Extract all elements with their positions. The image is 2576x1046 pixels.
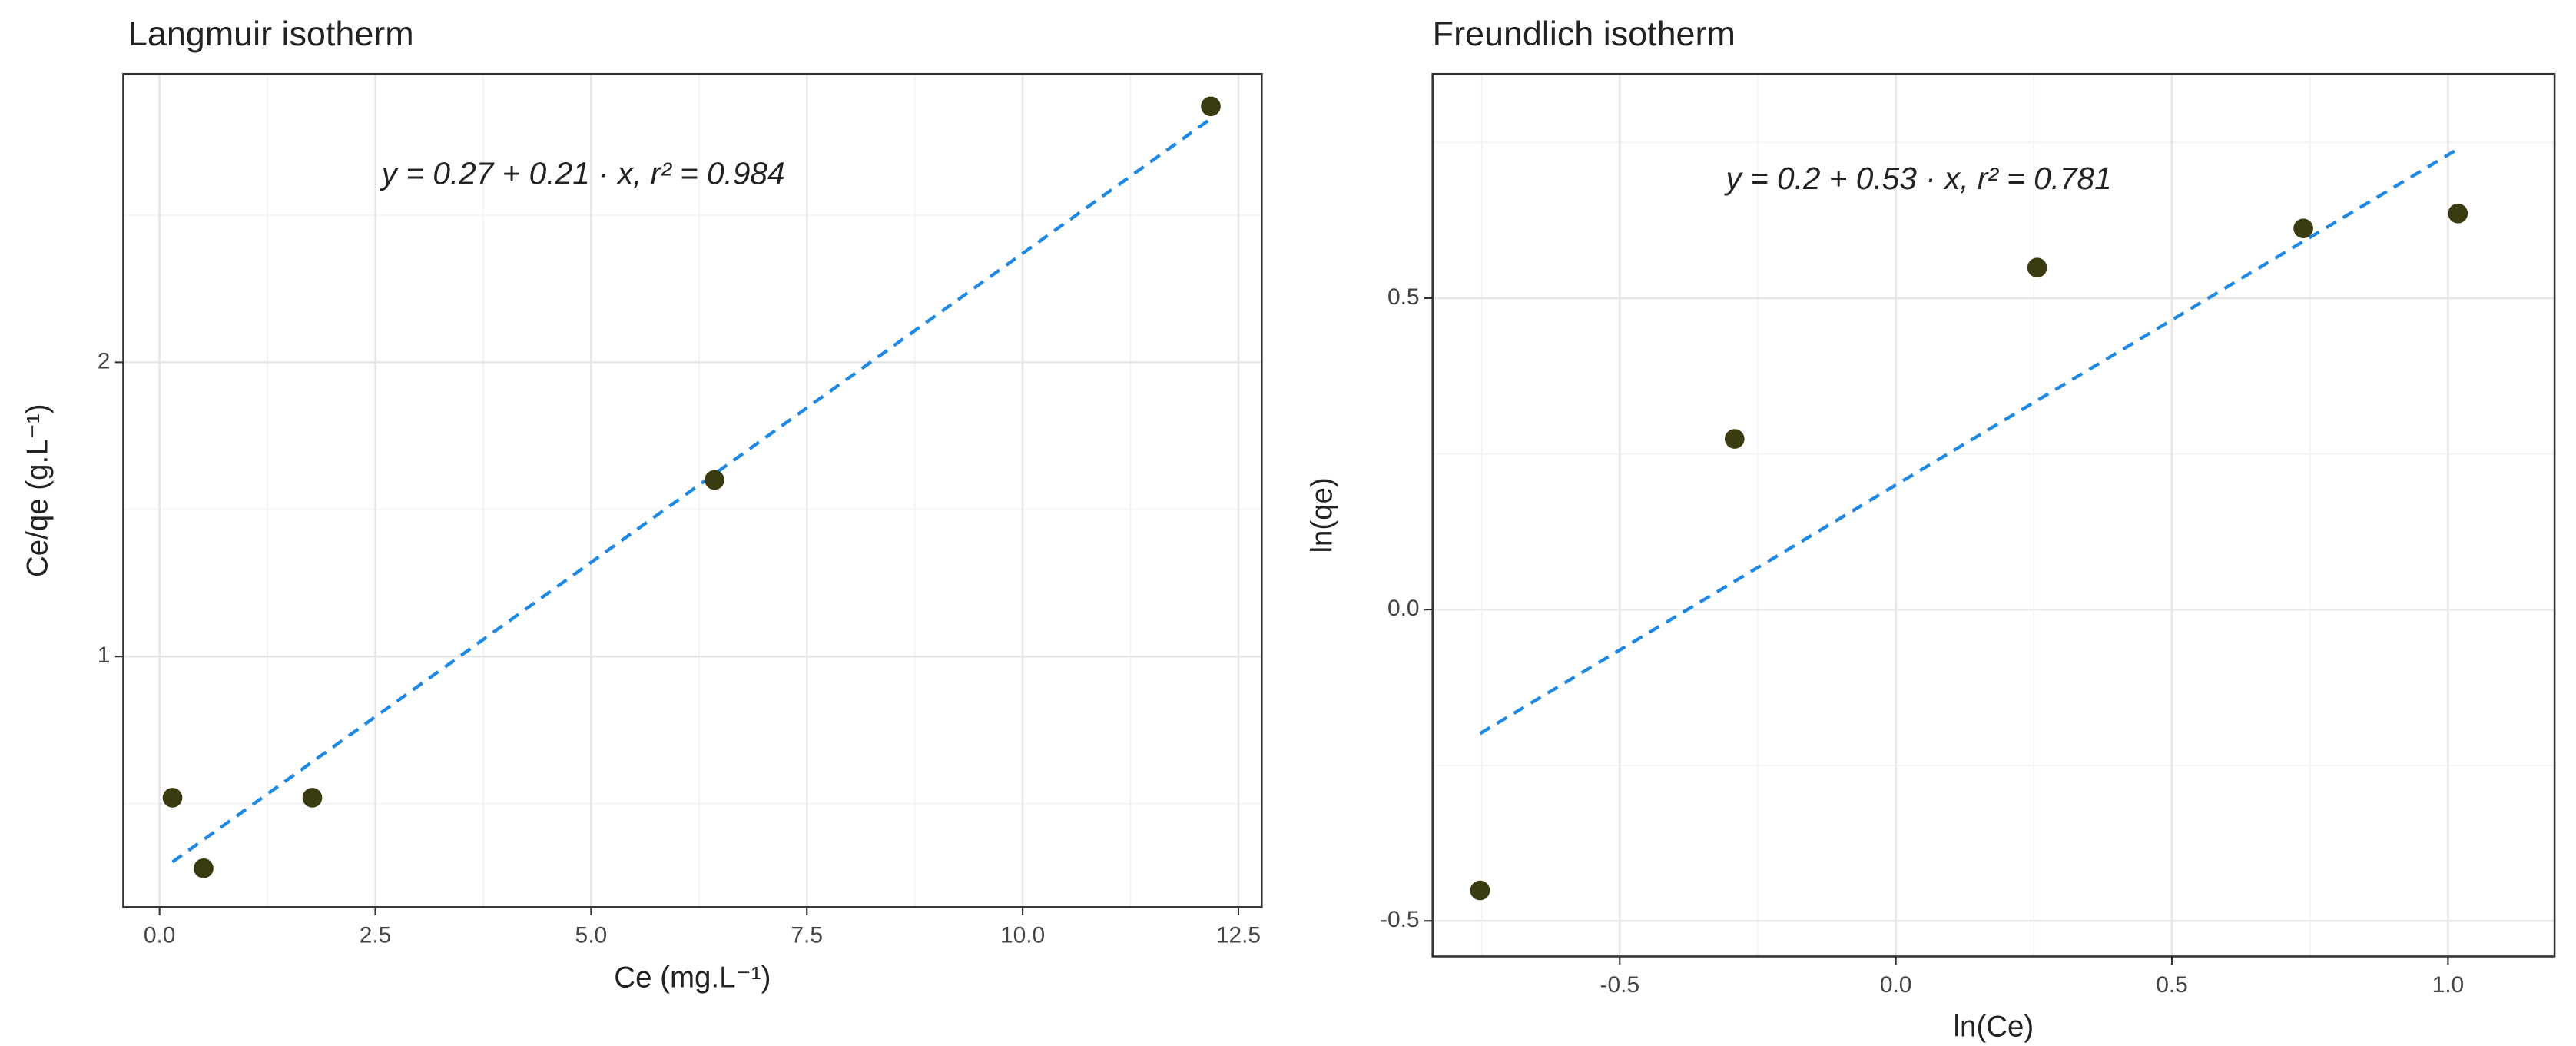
point [2448, 203, 2468, 224]
point [1470, 880, 1490, 901]
fit-equation: y = 0.2 + 0.53 · x, r² = 0.781 [1723, 161, 2111, 196]
plot-border [122, 72, 1263, 908]
y-tick-label: 0.5 [1387, 284, 1420, 310]
fit-line [1479, 147, 2459, 736]
point [2293, 218, 2313, 239]
point [705, 470, 724, 490]
x-axis-label: Ce (mg.L⁻¹) [614, 961, 771, 995]
point [2027, 257, 2047, 278]
x-tick-label: 0.5 [2156, 972, 2188, 998]
x-tick-label: 0.0 [144, 923, 176, 948]
point [302, 788, 323, 808]
y-tick-label: -0.5 [1380, 907, 1420, 932]
point [1201, 96, 1221, 117]
chart-title: Langmuir isotherm [128, 14, 414, 53]
x-tick-label: 7.5 [791, 923, 823, 948]
point [162, 788, 183, 808]
fit-line [171, 117, 1212, 864]
plot-border [1431, 72, 2556, 958]
x-axis-label: ln(Ce) [1954, 1011, 2034, 1044]
x-tick-label: 10.0 [1000, 923, 1045, 948]
x-tick-label: 5.0 [575, 923, 608, 948]
point [194, 858, 214, 878]
y-tick-label: 0.0 [1387, 596, 1420, 621]
y-tick-label: 2 [98, 348, 111, 374]
y-axis-label: ln(qe) [1306, 477, 1339, 553]
y-axis-label: Ce/qe (g.L⁻¹) [22, 403, 55, 577]
x-tick-label: 2.5 [360, 923, 392, 948]
x-tick-label: -0.5 [1600, 972, 1640, 998]
fit-equation: y = 0.27 + 0.21 · x, r² = 0.984 [380, 156, 785, 191]
x-tick-label: 0.0 [1880, 972, 1912, 998]
chart-title: Freundlich isotherm [1433, 14, 1736, 53]
y-tick-label: 1 [98, 643, 111, 668]
x-tick-label: 1.0 [2432, 972, 2465, 998]
point [1724, 429, 1745, 449]
x-tick-label: 12.5 [1216, 923, 1261, 948]
